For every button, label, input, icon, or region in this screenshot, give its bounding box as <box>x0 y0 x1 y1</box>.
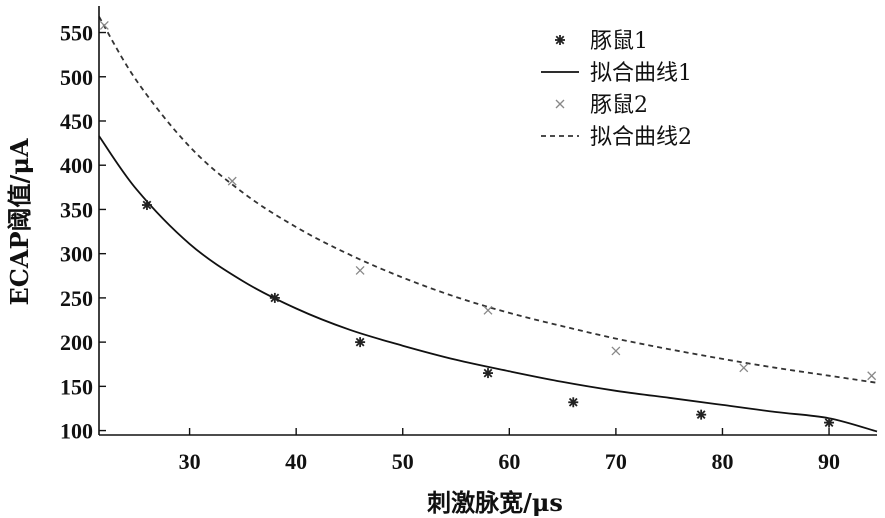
data-point <box>568 397 579 408</box>
data-point <box>483 368 493 379</box>
data-point <box>227 176 237 186</box>
legend-label: 拟合曲线2 <box>590 125 692 150</box>
axes <box>98 6 877 436</box>
fit-curves <box>98 16 878 433</box>
y-tick-label: 300 <box>60 242 93 267</box>
legend-item: 拟合曲线2 <box>541 125 692 150</box>
x-ticks: 30 40 50 60 70 80 90 <box>179 428 840 474</box>
data-point <box>824 417 835 428</box>
legend-item: 拟合曲线1 <box>541 61 692 86</box>
fit-curve-1 <box>98 135 878 433</box>
x-tick-label: 40 <box>285 449 307 474</box>
data-point <box>483 305 493 315</box>
x-tick-label: 50 <box>392 449 414 474</box>
y-tick-label: 500 <box>60 65 93 90</box>
y-tick-label: 200 <box>60 330 93 355</box>
y-tick-label: 350 <box>60 197 93 222</box>
x-axis-label: 刺激脉宽/μs <box>427 488 563 517</box>
y-axis-label: ECAP阈值/μA <box>5 138 34 305</box>
x-tick-label: 90 <box>818 449 840 474</box>
y-tick-label: 100 <box>60 419 93 444</box>
legend-label: 拟合曲线1 <box>590 61 692 86</box>
y-ticks: 100 150 200 250 300 350 400 450 500 550 <box>60 21 106 444</box>
x-tick-label: 60 <box>498 449 520 474</box>
y-tick-label: 450 <box>60 109 93 134</box>
legend-item: 豚鼠2 <box>555 93 648 118</box>
data-point <box>739 363 749 373</box>
y-tick-label: 400 <box>60 153 93 178</box>
y-tick-label: 250 <box>60 286 93 311</box>
data-point <box>611 346 621 356</box>
fit-curve-2 <box>98 16 878 384</box>
x-tick-label: 30 <box>179 449 201 474</box>
data-point <box>696 409 707 420</box>
legend-marker-swatch <box>555 99 565 109</box>
legend-label: 豚鼠2 <box>590 93 648 118</box>
x-tick-label: 80 <box>711 449 733 474</box>
y-tick-label: 150 <box>60 374 93 399</box>
legend: 豚鼠1 拟合曲线1 豚鼠2 拟合曲线2 <box>541 29 692 150</box>
data-point <box>269 292 280 303</box>
data-point <box>355 337 366 348</box>
legend-item: 豚鼠1 <box>555 29 648 54</box>
data-point <box>141 200 152 211</box>
data-points <box>99 21 877 428</box>
legend-label: 豚鼠1 <box>590 29 648 54</box>
y-tick-label: 550 <box>60 21 93 46</box>
data-point <box>355 266 365 275</box>
data-point <box>99 21 109 30</box>
data-point <box>867 371 877 381</box>
x-tick-label: 70 <box>605 449 627 474</box>
legend-marker-swatch <box>555 35 565 45</box>
